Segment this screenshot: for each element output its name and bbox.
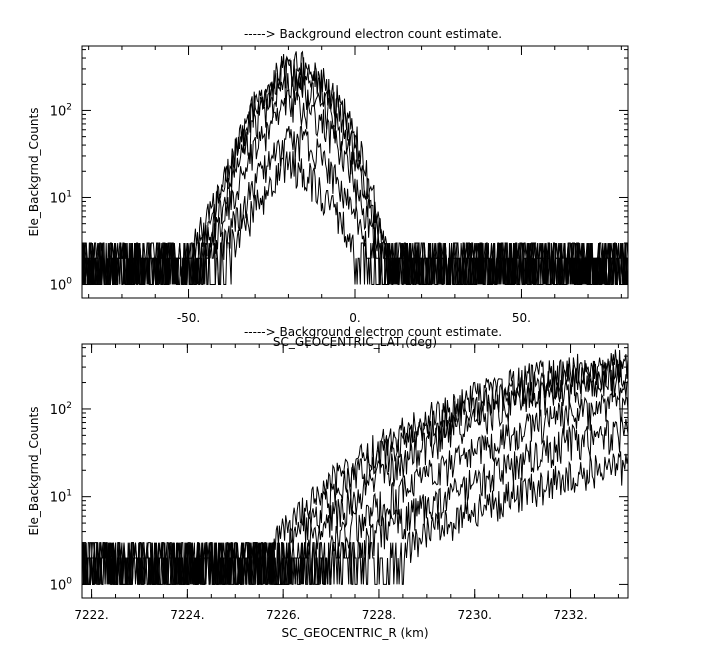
- chart-title: -----> Background electron count estimat…: [244, 27, 502, 41]
- series-group: [82, 50, 628, 285]
- y-tick-label: 101: [50, 489, 72, 506]
- chart-panel-1: -----> Background electron count estimat…: [27, 27, 629, 349]
- x-tick-label: 7222.: [74, 608, 108, 622]
- y-tick-label: 101: [50, 189, 72, 206]
- x-tick-label: 50.: [512, 311, 531, 325]
- y-axis-label: Ele_Backgrnd_Counts: [27, 108, 41, 237]
- x-tick-label: 7228.: [362, 608, 396, 622]
- y-tick-label: 100: [50, 277, 73, 294]
- series-line-5: [82, 416, 628, 585]
- x-axis-label: SC_GEOCENTRIC_LAT (deg): [273, 335, 437, 349]
- x-axis-label: SC_GEOCENTRIC_R (km): [282, 626, 429, 640]
- series-line-4: [82, 89, 628, 285]
- x-tick-label: -50.: [177, 311, 200, 325]
- chart-title: -----> Background electron count estimat…: [244, 325, 502, 339]
- series-line-5: [82, 124, 628, 285]
- series-line-4: [82, 392, 628, 585]
- x-tick-label: 7230.: [458, 608, 492, 622]
- x-tick-label: 7226.: [266, 608, 300, 622]
- y-tick-label: 100: [50, 576, 73, 593]
- y-tick-label: 102: [50, 401, 72, 418]
- x-tick-label: 7232.: [553, 608, 587, 622]
- y-axis-label: Ele_Backgrnd_Counts: [27, 407, 41, 536]
- x-tick-label: 7224.: [170, 608, 204, 622]
- series-line-6: [82, 451, 628, 585]
- y-tick-label: 102: [50, 102, 72, 119]
- series-group: [82, 349, 628, 585]
- x-tick-label: 0.: [349, 311, 360, 325]
- series-line-6: [82, 151, 628, 285]
- chart-panel-2: -----> Background electron count estimat…: [27, 325, 629, 640]
